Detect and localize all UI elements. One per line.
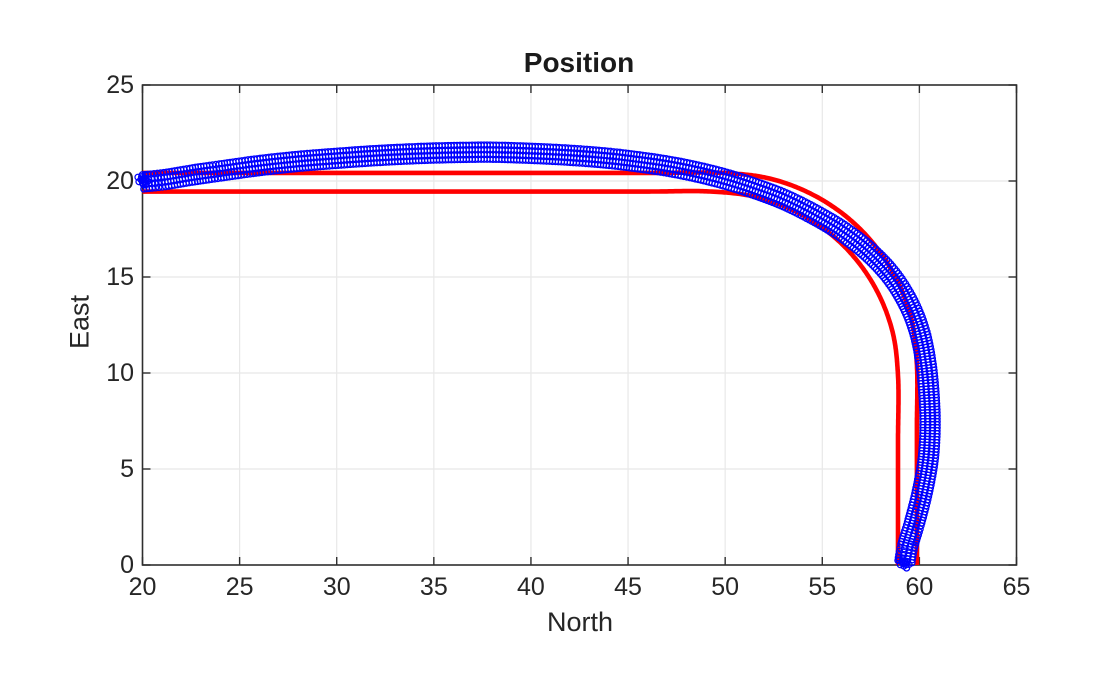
desired-path-outer [141,170,920,567]
trajectory-marker [860,253,868,261]
trajectory-marker [866,259,874,267]
trajectory-marker [895,556,903,564]
trajectory-marker [896,544,904,552]
trajectory-marker [868,261,876,269]
y-tick-label: 10 [106,359,134,387]
trajectory-marker [862,255,870,263]
trajectory-marker [134,173,142,181]
x-tick-label: 40 [517,573,545,601]
tick-marks [141,84,1018,566]
y-tick-label: 20 [106,167,134,195]
x-axis-label: North [546,607,614,637]
trajectory-marker [896,561,904,569]
trajectory-marker [148,184,156,192]
x-tick-label: 60 [905,573,934,601]
trajectory-marker [142,171,150,180]
x-tick-label: 25 [225,573,254,601]
trajectory-marker [858,251,866,260]
gridlines [142,85,1017,565]
chart-title: Position [523,47,635,78]
trajectory-marker [874,267,882,276]
x-tick-label: 65 [1002,573,1031,601]
plot-box [141,84,1018,566]
trajectory-marker [872,265,880,273]
y-tick-label: 0 [120,551,134,579]
y-tick-label: 15 [106,263,134,291]
trajectory-marker [864,257,872,265]
trajectory-marker [902,564,911,572]
trajectory-marker [878,271,886,280]
x-tick-label: 45 [614,573,642,601]
trajectory-marker [897,540,905,548]
x-tick-label: 30 [322,573,351,601]
trajectory-marker [135,178,143,186]
y-tick-label: 25 [106,71,134,99]
y-axis-label: East [64,294,95,350]
x-tick-label: 50 [711,573,740,601]
trajectory-marker [870,263,878,271]
desired-path-inner [141,188,901,567]
x-tick-label: 20 [128,573,157,601]
trajectory-marker [141,181,149,189]
trajectory-marker [155,183,163,192]
trajectory-marker [854,248,862,256]
x-tick-label: 35 [419,573,448,601]
actual-position [134,141,941,572]
y-tick-label: 5 [120,455,134,483]
trajectory-marker [903,554,911,563]
trajectory-marker [151,184,160,192]
trajectory-marker [876,269,884,278]
axes-box [141,84,1018,566]
x-tick-label: 55 [808,573,837,601]
